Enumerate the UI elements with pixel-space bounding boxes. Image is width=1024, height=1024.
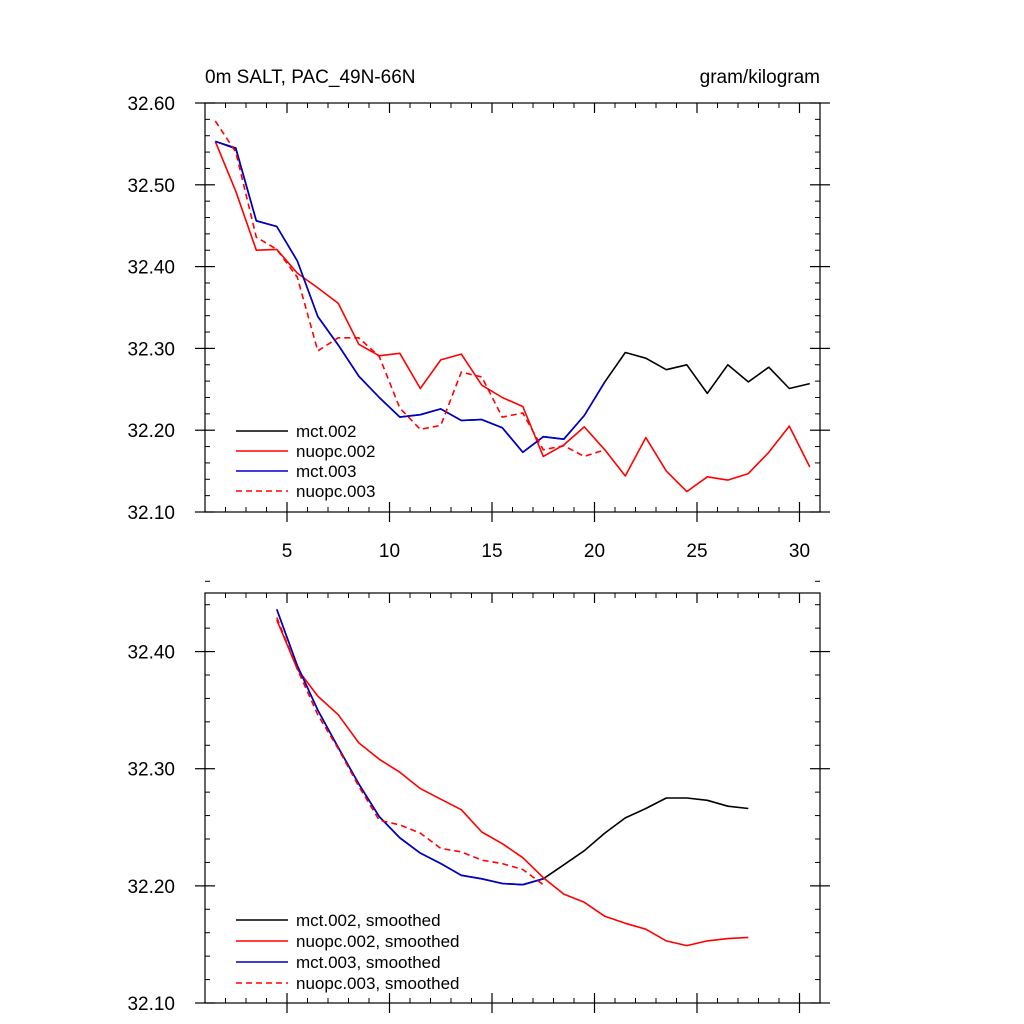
series-line-nuopc-002-smoothed: [276, 619, 749, 947]
legend-entry: mct.003, smoothed: [296, 953, 441, 972]
y-tick-label: 32.40: [127, 258, 175, 279]
legend-entry: mct.002: [296, 422, 356, 441]
y-tick-label: 32.50: [127, 176, 175, 197]
series-line-mct-002: [215, 140, 810, 454]
series-line-mct-003-smoothed: [276, 609, 544, 886]
series-line-mct-003: [215, 140, 606, 454]
y-tick-label: 32.30: [127, 760, 175, 781]
series-line-nuopc-002: [214, 141, 811, 493]
x-tick-label: 30: [789, 541, 810, 562]
chart-panel-1: 5 10 15 20 25 30 32.10 32.20 32.30 32.40 32.50 32.6…: [127, 67, 830, 562]
y-tick-label: 32.60: [127, 94, 175, 115]
x-tick-label: 10: [379, 541, 400, 562]
y-tick-label: 32.40: [127, 643, 175, 664]
y-tick-label: 32.10: [127, 503, 175, 524]
chart-panel-2: 32.10 32.20 32.30 32.40 mct.002, smoothed nuo…: [127, 580, 830, 1015]
chart-title: 0m SALT, PAC_49N-66N: [205, 67, 416, 88]
legend-entry: nuopc.003, smoothed: [296, 974, 460, 993]
x-tick-label: 25: [686, 541, 707, 562]
x-tick-label: 15: [481, 541, 502, 562]
y-tick-label: 32.20: [127, 877, 175, 898]
x-tick-label: 5: [282, 541, 293, 562]
series-line-nuopc-003: [214, 120, 606, 458]
legend-entry: mct.003: [296, 462, 356, 481]
legend-entry: nuopc.002: [296, 442, 375, 461]
y-tick-label: 32.10: [127, 994, 175, 1015]
legend-entry: mct.002, smoothed: [296, 911, 441, 930]
legend-entry: nuopc.002, smoothed: [296, 932, 460, 951]
series-line-mct-002-smoothed: [276, 609, 749, 886]
y-tick-label: 32.20: [127, 421, 175, 442]
units-label: gram/kilogram: [700, 67, 820, 88]
x-tick-label: 20: [584, 541, 605, 562]
series-line-nuopc-003-smoothed: [276, 617, 544, 886]
legend-entry: nuopc.003: [296, 482, 375, 501]
y-tick-label: 32.30: [127, 339, 175, 360]
